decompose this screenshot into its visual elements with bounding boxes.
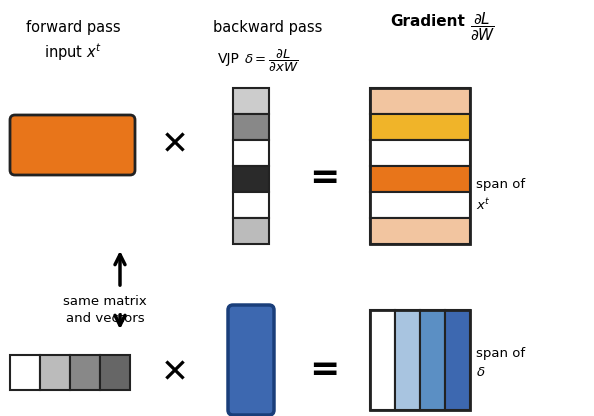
Bar <box>370 88 470 114</box>
Text: VJP: VJP <box>218 52 240 66</box>
Text: Gradient: Gradient <box>390 14 465 29</box>
Bar <box>370 88 470 244</box>
Text: =: = <box>309 161 339 195</box>
Bar <box>370 140 470 166</box>
Text: backward pass: backward pass <box>213 20 323 35</box>
Bar <box>370 114 470 140</box>
Bar <box>420 310 445 410</box>
Bar <box>233 88 269 114</box>
FancyBboxPatch shape <box>10 115 135 175</box>
Bar <box>370 310 470 410</box>
Bar <box>70 355 100 390</box>
Text: ✕: ✕ <box>161 129 189 161</box>
Bar <box>40 355 70 390</box>
Text: span of
$x^t$: span of $x^t$ <box>476 178 525 213</box>
Bar <box>10 355 40 390</box>
Bar <box>395 310 420 410</box>
Bar <box>370 218 470 244</box>
Bar <box>370 310 395 410</box>
Bar <box>445 310 470 410</box>
Text: $\dfrac{\partial L}{\partial W}$: $\dfrac{\partial L}{\partial W}$ <box>470 10 495 43</box>
Bar <box>100 355 130 390</box>
Text: $\delta = \dfrac{\partial L}{\partial xW}$: $\delta = \dfrac{\partial L}{\partial xW… <box>244 48 299 74</box>
Text: span of
$\delta$: span of $\delta$ <box>476 347 525 379</box>
Text: =: = <box>309 353 339 387</box>
Bar <box>370 166 470 192</box>
FancyBboxPatch shape <box>228 305 274 415</box>
Text: forward pass
input $x^t$: forward pass input $x^t$ <box>26 20 121 63</box>
Bar <box>233 166 269 192</box>
Bar <box>233 192 269 218</box>
Text: same matrix
and vectors: same matrix and vectors <box>63 295 147 325</box>
Text: ✕: ✕ <box>161 357 189 389</box>
Bar <box>233 114 269 140</box>
Bar <box>370 192 470 218</box>
Bar <box>233 140 269 166</box>
Bar <box>233 218 269 244</box>
